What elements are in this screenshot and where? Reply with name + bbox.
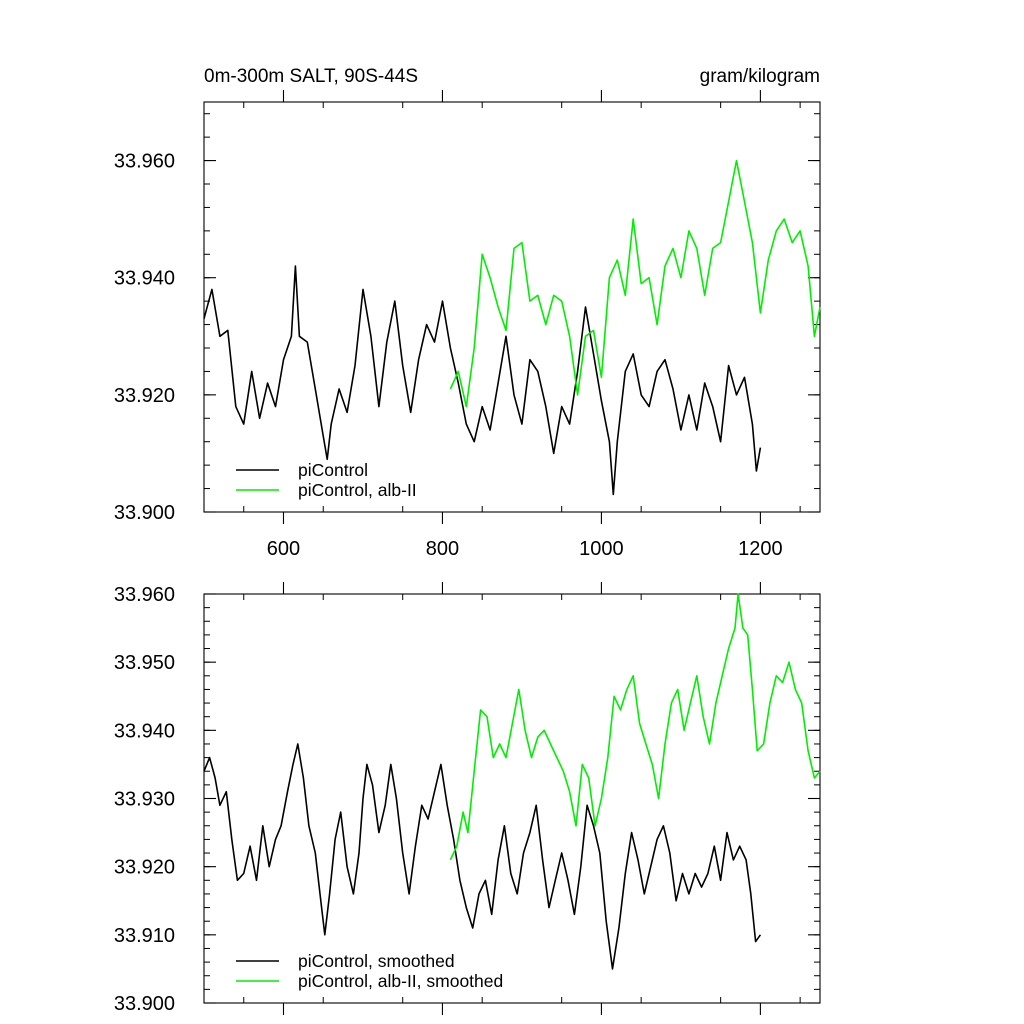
top-series-line-2 [449,159,821,408]
bottom-y-tick-label: 33.960 [114,584,175,606]
bottom-panel: 33.900 33.910 33.920 33.930 33.940 33.950 33.9… [114,582,821,1015]
top-plot-frame [203,101,821,513]
top-legend-label-2: piControl, alb-II [298,480,417,500]
bottom-y-tick-label: 33.930 [114,789,175,811]
bottom-y-tick-label: 33.910 [114,925,175,947]
bottom-series-line-1 [203,743,762,970]
top-legend-label-1: piControl [298,460,368,480]
top-y-tick-label: 33.900 [114,502,175,524]
bottom-legend-label-1: piControl, smoothed [298,951,455,971]
bottom-series-line-2 [449,593,821,861]
top-x-tick-label: 800 [426,538,459,560]
bottom-y-tick-label: 33.920 [114,857,175,879]
top-panel-units: gram/kilogram [700,66,820,87]
top-y-tick-label: 33.920 [114,385,175,407]
bottom-y-tick-label: 33.940 [114,720,175,742]
top-x-tick-label: 1200 [738,538,783,560]
top-x-tick-label: 1000 [579,538,624,560]
bottom-y-tick-label: 33.950 [114,652,175,674]
top-x-tick-label: 600 [267,538,300,560]
top-y-tick-label: 33.960 [114,151,175,173]
top-panel-title: 0m-300m SALT, 90S-44S [204,66,418,87]
top-series-line-1 [203,265,762,496]
bottom-y-tick-label: 33.900 [114,993,175,1015]
bottom-legend-label-2: piControl, alb-II, smoothed [298,971,503,991]
top-y-tick-label: 33.940 [114,268,175,290]
top-panel: 0m-300m SALT, 90S-44S gram/kilogram 600 8… [114,66,821,560]
